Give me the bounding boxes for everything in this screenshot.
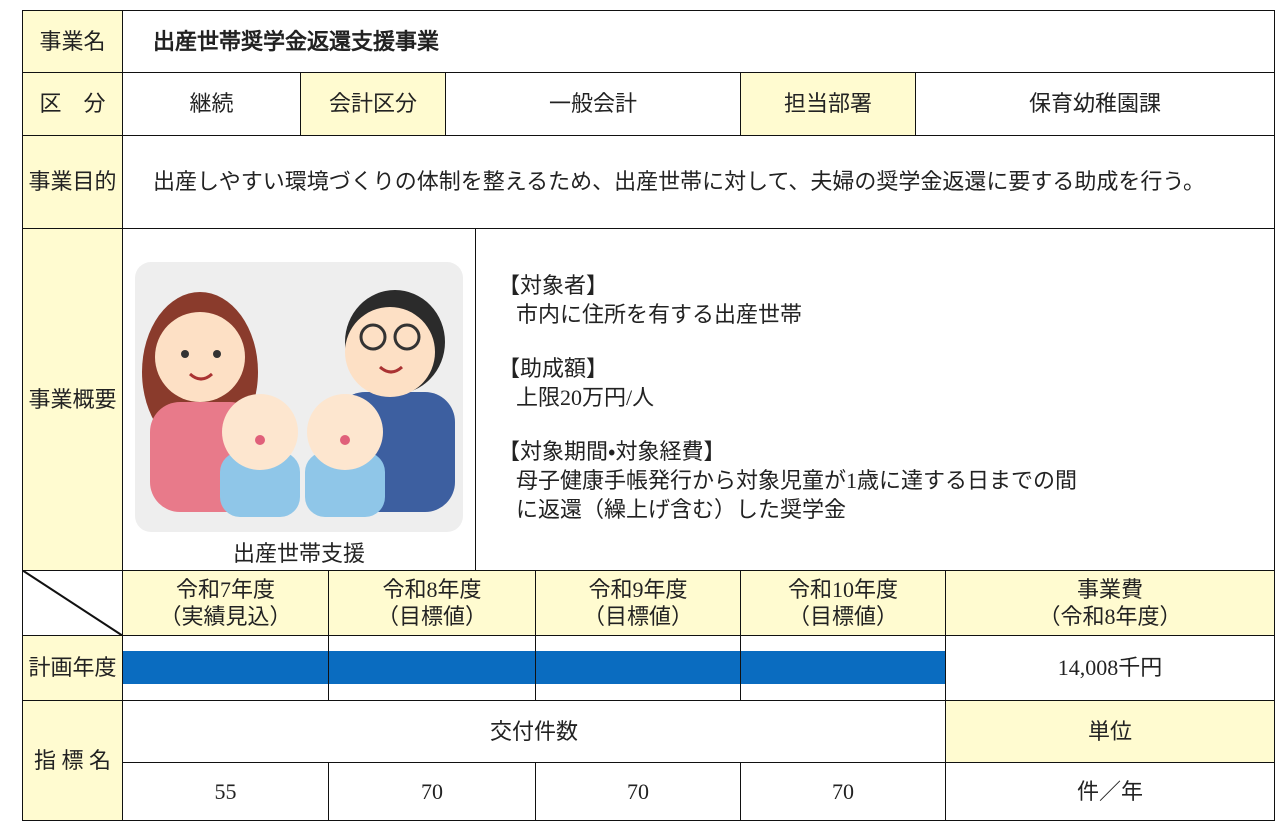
plan-cell: [328, 635, 536, 701]
label-cell: 会計区分: [300, 72, 446, 136]
cost-head: 事業費 （令和8年度）: [945, 570, 1275, 636]
diagonal: [22, 570, 123, 636]
year: 令和10年度: [787, 576, 898, 602]
plan-cell: [122, 635, 329, 701]
value: 保育幼稚園課: [1028, 91, 1161, 117]
item-line: 母子健康手帳発行から対象児童が1歳に達する日までの間: [516, 467, 1078, 493]
label-cell: 担当部署: [740, 72, 916, 136]
image-caption: 出産世帯支援: [232, 541, 365, 566]
overview-text: 【対象者】市内に住所を有する出産世帯【助成額】 上限20万円/人【対象期間・対象経…: [498, 272, 1258, 550]
cost-note: （令和8年度）: [1038, 604, 1182, 629]
label-cell: 事業概要: [22, 228, 123, 571]
label: 事業概要: [28, 386, 117, 412]
cell: 継続: [122, 72, 301, 136]
label-cell: 区 分: [22, 72, 123, 136]
year: 令和8年度: [382, 576, 482, 602]
year: 令和9年度: [588, 576, 688, 602]
overview-item: 【対象期間・対象経費】 母子健康手帳発行から対象児童が1歳に達する日までの間 に返還…: [498, 438, 1258, 524]
year-note: （目標値）: [582, 604, 693, 629]
purpose-text: 出産しやすい環境づくりの体制を整えるため、出産世帯に対して、夫婦の奨学金返還に要…: [153, 169, 1206, 195]
title: 出産世帯奨学金返還支援事業: [153, 28, 440, 54]
year: 令和7年度: [175, 576, 275, 602]
item-heading: 【助成額】: [498, 356, 609, 382]
label-cell: 事業名: [22, 10, 123, 73]
item-line: に返還（繰上げ含む）した奨学金: [516, 496, 847, 522]
title-cell: 出産世帯奨学金返還支援事業: [122, 10, 1275, 73]
cell: 一般会計: [445, 72, 741, 136]
year-note: （目標値）: [787, 604, 898, 629]
year-head: 令和7年度 （実績見込）: [122, 570, 329, 636]
indicator-value: 70: [421, 778, 443, 804]
year-head: 令和10年度 （目標値）: [740, 570, 946, 636]
item-heading: 【対象期間・対象経費】: [498, 439, 726, 465]
value-cell: 70: [328, 762, 536, 821]
value: 継続: [189, 91, 234, 117]
illustration: [135, 262, 463, 532]
cost-label: 事業費: [1076, 576, 1143, 602]
label-cell: 計画年度: [22, 635, 123, 701]
cell: 保育幼稚園課: [915, 72, 1275, 136]
value-cell: 55: [122, 762, 329, 821]
indicator-name-cell: 交付件数: [122, 700, 946, 763]
item-line: 上限20万円/人: [516, 384, 655, 410]
year-head: 令和9年度 （目標値）: [535, 570, 741, 636]
label: 事業目的: [28, 169, 117, 195]
item-line: 市内に住所を有する出産世帯: [516, 301, 803, 327]
plan-bar: [122, 651, 945, 684]
cost: 14,008千円: [1057, 655, 1163, 681]
label: 指 標 名: [33, 747, 111, 773]
label-cell: 指 標 名: [22, 700, 123, 821]
item-heading: 【対象者】: [498, 273, 609, 298]
label: 区 分: [39, 91, 106, 117]
overview-item: 【対象者】市内に住所を有する出産世帯: [498, 272, 1258, 329]
year-note: （目標値）: [376, 604, 487, 629]
unit-label: 単位: [1087, 718, 1132, 744]
overview-item: 【助成額】 上限20万円/人: [498, 355, 1258, 412]
plan-cell: [740, 635, 946, 701]
unit: 件／年: [1076, 778, 1143, 804]
label: 事業名: [39, 28, 106, 54]
label: 担当部署: [783, 91, 872, 117]
year-head: 令和8年度 （目標値）: [328, 570, 536, 636]
value-cell: 70: [740, 762, 946, 821]
label: 会計区分: [328, 91, 417, 117]
indicator-value: 55: [214, 778, 237, 804]
cell: 出産しやすい環境づくりの体制を整えるため、出産世帯に対して、夫婦の奨学金返還に要…: [122, 135, 1275, 229]
plan-cell: [535, 635, 741, 701]
label: 計画年度: [28, 655, 117, 681]
label-cell: 事業目的: [22, 135, 123, 229]
indicator-value: 70: [627, 778, 649, 804]
year-note: （実績見込）: [159, 604, 292, 629]
value-cell: 70: [535, 762, 741, 821]
value: 一般会計: [548, 91, 637, 117]
indicator-name: 交付件数: [489, 718, 578, 744]
unit-label-cell: 単位: [945, 700, 1275, 763]
indicator-value: 70: [832, 778, 854, 804]
unit-cell: 件／年: [945, 762, 1275, 821]
cost-cell: 14,008千円: [945, 635, 1275, 701]
